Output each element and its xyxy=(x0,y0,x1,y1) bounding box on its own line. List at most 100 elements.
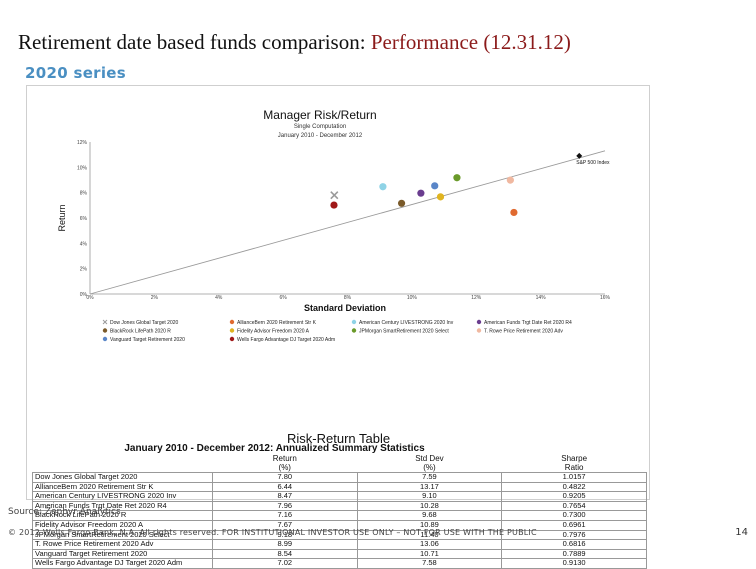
table-title: Risk-Return Table xyxy=(287,431,391,446)
x-tick-label: 8% xyxy=(344,295,352,301)
title-accent: Performance (12.31.12) xyxy=(370,30,571,54)
legend-label: Vanguard Target Retirement 2020 xyxy=(110,337,185,343)
table-cell-sharpe: 0.6816 xyxy=(501,539,647,550)
legend-marker xyxy=(351,328,357,333)
y-tick-label: 8% xyxy=(80,191,88,197)
risk-return-table-wrap: January 2010 - December 2012: Annualized… xyxy=(32,443,647,569)
legend-label: American Funds Trgt Date Ret 2020 R4 xyxy=(484,320,572,326)
table-cell-sd: 7.58 xyxy=(356,558,503,569)
page-title: Retirement date based funds comparison: … xyxy=(18,30,571,55)
title-main: Retirement date based funds comparison: xyxy=(18,30,371,54)
legend-marker xyxy=(229,328,235,333)
legend-marker xyxy=(102,336,108,342)
source-note: Source: Zephyr Analytics xyxy=(8,507,121,517)
y-tick-label: 10% xyxy=(77,165,88,171)
data-point xyxy=(510,208,518,217)
legend-marker xyxy=(229,319,235,325)
table-header-row: Return (%) Std Dev (%) Sharpe Ratio xyxy=(32,454,647,473)
y-axis-label: Return xyxy=(57,204,67,231)
table-cell-sharpe: 0.7889 xyxy=(501,548,647,560)
table-cell-ret: 7.02 xyxy=(211,558,358,569)
data-point xyxy=(506,176,514,184)
col-header-stddev-2: (%) xyxy=(423,463,436,472)
table-cell-sd: 13.06 xyxy=(356,539,503,550)
x-tick-label: 14% xyxy=(536,295,547,301)
legend-marker-x xyxy=(102,319,108,325)
data-point xyxy=(453,174,461,182)
legend-label: BlackRock LifePath 2020 R xyxy=(110,329,171,335)
table-cell-sd: 7.59 xyxy=(356,472,503,483)
legend-marker xyxy=(476,328,482,333)
legend-marker xyxy=(229,336,235,342)
x-tick-label: 10% xyxy=(407,295,418,301)
data-point xyxy=(330,201,338,209)
col-header-sharpe-1: Sharpe xyxy=(561,454,588,463)
table-row: Wells Fargo Advantage DJ Target 2020 Adm… xyxy=(32,558,647,569)
x-tick-label: 16% xyxy=(600,295,611,301)
table-cell-name: Wells Fargo Advantage DJ Target 2020 Adm xyxy=(32,558,213,569)
legend-marker xyxy=(476,319,482,325)
table-cell-ret: 7.80 xyxy=(211,472,358,483)
x-tick-label: 2% xyxy=(151,295,159,301)
risk-return-chart: Manager Risk/Return Single Computation J… xyxy=(57,108,611,343)
col-header-return: Return (%) xyxy=(212,454,358,473)
data-point xyxy=(397,199,406,207)
table-cell-name: Dow Jones Global Target 2020 xyxy=(32,472,213,483)
sp500-label: S&P 500 Index xyxy=(576,160,610,166)
chart-title: Manager Risk/Return xyxy=(263,108,376,122)
trend-line xyxy=(89,150,606,295)
chart-period: January 2010 - December 2012 xyxy=(278,133,363,139)
x-tick-label: 12% xyxy=(471,295,482,301)
legend-label: Wells Fargo Advantage DJ Target 2020 Adm xyxy=(237,337,335,343)
table-cell-sd: 10.71 xyxy=(356,548,503,560)
table-cell-sd: 9.10 xyxy=(356,491,503,502)
x-tick-label: 0% xyxy=(86,295,94,301)
legend-label: JPMorgan SmartRetirement 2020 Select xyxy=(359,329,449,335)
x-axis-label: Standard Deviation xyxy=(304,303,386,313)
data-point xyxy=(431,182,439,190)
table-header-empty xyxy=(32,454,213,473)
col-header-sharpe-2: Ratio xyxy=(564,463,584,472)
y-tick-label: 4% xyxy=(80,241,88,247)
table-cell-sharpe: 1.0157 xyxy=(501,472,647,483)
x-tick-label: 6% xyxy=(280,295,288,301)
col-header-return-2: (%) xyxy=(278,463,291,472)
data-point xyxy=(436,193,445,201)
table-cell-sharpe: 0.9205 xyxy=(501,491,647,502)
table-cell-ret: 8.54 xyxy=(211,548,358,560)
col-header-sharpe: Sharpe Ratio xyxy=(501,454,647,473)
data-point-x xyxy=(330,191,339,200)
data-point xyxy=(379,183,387,191)
legend-marker xyxy=(102,328,108,333)
col-header-return-1: Return xyxy=(272,454,297,463)
legend-label: T. Rowe Price Retirement 2020 Adv xyxy=(484,329,563,335)
series-subtitle: 2020 series xyxy=(25,64,127,82)
y-tick-label: 6% xyxy=(80,216,88,222)
risk-return-table: Return (%) Std Dev (%) Sharpe Ratio Dow Jon… xyxy=(32,454,647,569)
table-row: T. Rowe Price Retirement 2020 Adv 8.99 13.… xyxy=(32,539,647,550)
y-tick-label: 12% xyxy=(77,140,88,146)
legend-label: AllianceBern 2020 Retirement Str K xyxy=(237,320,317,326)
footer-disclaimer: © 2012 Wells Fargo Bank, N.A. All rights… xyxy=(8,528,537,537)
table-row: American Century LIVESTRONG 2020 Inv 8.47… xyxy=(32,491,647,502)
page-number: 14 xyxy=(735,527,748,538)
x-tick-label: 4% xyxy=(215,295,223,301)
legend-label: Dow Jones Global Target 2020 xyxy=(110,320,179,326)
table-row: Vanguard Target Retirement 2020 8.54 10.71… xyxy=(32,548,647,560)
table-cell-ret: 8.47 xyxy=(211,491,358,502)
table-cell-name: T. Rowe Price Retirement 2020 Adv xyxy=(32,539,213,550)
risk-return-figure: Manager Risk/Return Single Computation J… xyxy=(26,85,650,569)
table-cell-name: Vanguard Target Retirement 2020 xyxy=(32,548,213,560)
data-point xyxy=(417,189,425,197)
legend-marker xyxy=(351,319,357,325)
table-cell-sharpe: 0.9130 xyxy=(501,558,647,569)
col-header-stddev: Std Dev (%) xyxy=(357,454,502,473)
y-tick-label: 2% xyxy=(80,267,88,273)
legend-label: Fidelity Advisor Freedom 2020 A xyxy=(237,329,310,335)
table-row: Dow Jones Global Target 2020 7.80 7.59 1.01… xyxy=(32,472,647,483)
table-heading: January 2010 - December 2012: Annualized… xyxy=(124,443,425,454)
table-cell-ret: 8.99 xyxy=(211,539,358,550)
data-point-diamond xyxy=(576,152,583,159)
legend-label: American Century LIVESTRONG 2020 Inv xyxy=(359,320,454,326)
chart-subtitle: Single Computation xyxy=(294,124,346,130)
